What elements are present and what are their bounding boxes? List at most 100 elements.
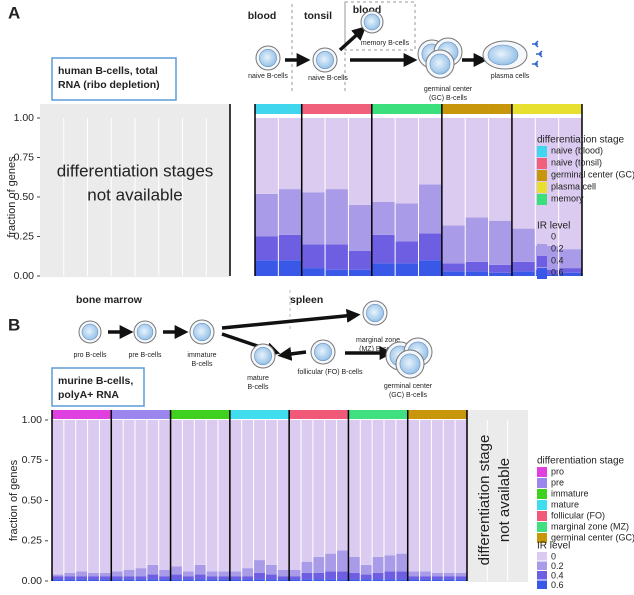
stage-strip bbox=[348, 410, 361, 419]
cell-inner bbox=[366, 304, 384, 322]
bar-segment bbox=[242, 568, 254, 577]
cell-inner bbox=[399, 353, 421, 375]
cell-label: memory B-cells bbox=[361, 40, 410, 47]
bar-segment bbox=[277, 420, 289, 570]
bar-segment bbox=[182, 579, 194, 581]
cell-label: pro B-cells bbox=[73, 352, 107, 359]
bar-segment bbox=[123, 576, 135, 580]
bar-segment bbox=[265, 420, 277, 565]
bar-segment bbox=[512, 118, 535, 229]
cell-label: (MZ) B-cells bbox=[359, 346, 397, 353]
bar-segment bbox=[372, 118, 395, 202]
bar-segment bbox=[465, 217, 489, 262]
stage-strip bbox=[229, 410, 243, 419]
legend-swatch bbox=[537, 268, 547, 279]
legend-swatch bbox=[537, 552, 547, 561]
bar-segment bbox=[182, 571, 194, 577]
stage-strip bbox=[87, 410, 100, 419]
cell-inner bbox=[316, 51, 334, 69]
bar-segment bbox=[348, 556, 360, 573]
bar-segment bbox=[159, 569, 171, 577]
bar-segment bbox=[255, 193, 278, 237]
bar-segment bbox=[255, 260, 278, 276]
bar-segment bbox=[194, 420, 206, 565]
bar-segment bbox=[337, 571, 348, 580]
legend-swatch bbox=[537, 232, 547, 243]
bar-segment bbox=[384, 555, 396, 572]
legend-label: 0 bbox=[551, 231, 556, 241]
bar-segment bbox=[372, 234, 395, 264]
bar-segment bbox=[431, 579, 443, 581]
panel-letter: A bbox=[8, 3, 20, 22]
bar-segment bbox=[384, 420, 396, 556]
antibody bbox=[536, 50, 543, 58]
legend-swatch bbox=[537, 489, 547, 499]
bar-segment bbox=[278, 118, 302, 190]
bar-segment bbox=[88, 579, 99, 581]
bar-segment bbox=[512, 271, 535, 276]
cell-label: germinal center bbox=[424, 86, 473, 93]
bar-segment bbox=[254, 560, 265, 573]
stage-strip bbox=[395, 410, 409, 419]
bar-segment bbox=[419, 260, 442, 276]
bar-segment bbox=[123, 420, 135, 570]
bar-segment bbox=[489, 118, 512, 221]
bar-segment bbox=[337, 420, 348, 551]
legend-title: IR level bbox=[537, 541, 570, 552]
legend-label: 0.2 bbox=[551, 243, 564, 253]
bar-segment bbox=[76, 420, 88, 572]
bar-segment bbox=[348, 118, 372, 205]
bar-segment bbox=[159, 420, 171, 570]
stage-strip bbox=[206, 410, 219, 419]
legend-swatch bbox=[537, 256, 547, 267]
info-box bbox=[51, 57, 177, 101]
legend-swatch bbox=[537, 561, 547, 570]
bar-segment bbox=[147, 579, 159, 581]
bar-segment bbox=[147, 564, 159, 575]
legend-swatch bbox=[537, 478, 547, 488]
stage-strip bbox=[455, 410, 468, 419]
bar-segment bbox=[159, 576, 171, 580]
stage-strip bbox=[75, 410, 88, 419]
bar-segment bbox=[171, 574, 182, 580]
stage-strip bbox=[265, 410, 278, 419]
bar-segment bbox=[182, 576, 194, 580]
bar-segment bbox=[443, 579, 455, 581]
bar-segment bbox=[301, 420, 313, 562]
antibody bbox=[532, 60, 539, 68]
stage-strip bbox=[325, 104, 349, 114]
stage-strip bbox=[488, 104, 513, 114]
stage-strip bbox=[360, 410, 373, 419]
legend-swatch bbox=[537, 500, 547, 510]
bar-segment bbox=[171, 420, 182, 567]
bar-segment bbox=[301, 579, 313, 581]
bar-segment bbox=[348, 579, 360, 581]
stage-strip bbox=[158, 410, 171, 419]
bar-segment bbox=[194, 579, 206, 581]
panel-letter: B bbox=[8, 315, 20, 334]
bar-segment bbox=[218, 571, 230, 577]
bar-segment bbox=[278, 189, 302, 235]
bar-segment bbox=[325, 269, 348, 276]
legend-label: 0.4 bbox=[551, 570, 564, 580]
legend-label: follicular (FO) bbox=[551, 510, 605, 520]
stage-strip bbox=[443, 410, 456, 419]
y-tick-label: 0.00 bbox=[14, 270, 35, 282]
bar-segment bbox=[111, 576, 123, 580]
bar-segment bbox=[277, 569, 289, 577]
cell-label: B-cells bbox=[191, 361, 213, 368]
cell-inner bbox=[254, 347, 272, 365]
na-text: not available bbox=[87, 185, 182, 204]
stage-strip bbox=[301, 410, 314, 419]
bar-segment bbox=[465, 261, 489, 272]
bar-segment bbox=[420, 579, 431, 581]
stage-strip bbox=[465, 104, 489, 114]
bar-segment bbox=[111, 420, 123, 572]
cell-inner bbox=[136, 323, 154, 341]
y-tick-label: 0.75 bbox=[14, 151, 35, 163]
bar-segment bbox=[64, 572, 76, 577]
y-tick-label: 1.00 bbox=[14, 112, 35, 124]
stage-strip bbox=[301, 104, 326, 114]
y-tick-label: 0.25 bbox=[22, 535, 43, 547]
